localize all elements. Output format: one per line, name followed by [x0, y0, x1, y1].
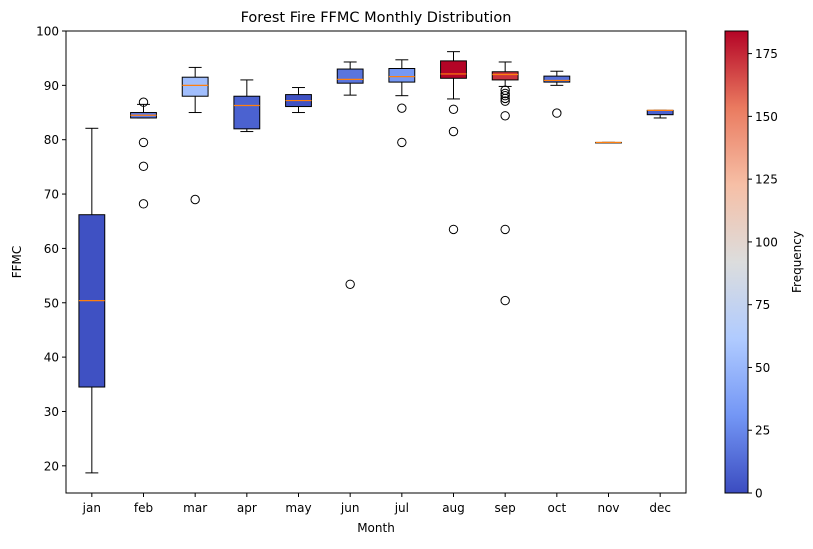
x-tick-label: mar: [183, 501, 207, 515]
y-tick-label: 70: [44, 188, 59, 202]
y-tick-label: 20: [44, 459, 59, 473]
box-jul: [388, 68, 416, 83]
x-tick-label: dec: [649, 501, 671, 515]
x-tick-label: apr: [237, 501, 257, 515]
x-tick-label: aug: [442, 501, 465, 515]
outlier-point: [397, 137, 407, 148]
colorbar-tick-label: 150: [755, 110, 778, 124]
plot-area: 20 30 40 50 60 70 80 90 100 jan feb mar apr may jun jul…: [36, 25, 674, 515]
chart-title: Forest Fire FFMC Monthly Distribution: [241, 10, 512, 26]
box-sep: [491, 71, 519, 81]
colorbar-gradient: [724, 30, 749, 494]
y-tick-label: 60: [44, 242, 59, 256]
outlier-point: [500, 85, 510, 95]
colorbar-tick-label: 75: [755, 298, 770, 312]
colorbar-label: Frequency: [790, 231, 804, 293]
box-mar: [181, 76, 209, 97]
colorbar-tick-label: 100: [755, 235, 778, 249]
box-apr: [233, 95, 261, 130]
y-tick-label: 30: [44, 405, 59, 419]
x-tick-label: jul: [394, 501, 409, 515]
x-axis-label: Month: [357, 521, 395, 535]
outlier-point: [448, 104, 459, 114]
x-tick-label: oct: [548, 501, 567, 515]
x-tick-label: sep: [495, 501, 516, 515]
outlier-point: [500, 224, 510, 235]
colorbar-tick-label: 50: [755, 361, 770, 375]
x-tick-label: jan: [82, 501, 101, 515]
box-dec: [646, 109, 674, 116]
outlier-point: [138, 161, 149, 172]
box-oct: [543, 75, 571, 83]
x-tick-label: jun: [340, 501, 360, 515]
outlier-point: [448, 224, 459, 235]
box-jun: [336, 68, 364, 84]
outlier-point: [448, 126, 459, 137]
colorbar-tick-label: 25: [755, 424, 770, 438]
y-axis-label: FFMC: [10, 246, 24, 279]
outlier-point: [500, 90, 510, 101]
colorbar-tick-label: 0: [755, 487, 763, 501]
outlier-point: [500, 88, 510, 99]
outlier-point: [138, 137, 149, 148]
outlier-point: [500, 96, 510, 106]
y-tick-label: 80: [44, 133, 59, 147]
box-aug: [440, 60, 467, 79]
y-tick-label: 40: [44, 351, 59, 365]
plot-frame: [65, 30, 687, 494]
outlier-point: [138, 97, 149, 107]
outlier-point: [500, 295, 510, 306]
y-tick-label: 90: [44, 79, 59, 93]
colorbar: 0 25 50 75 100 125 150 175: [724, 30, 778, 501]
x-tick-label: feb: [134, 501, 153, 515]
colorbar-tick-label: 175: [755, 47, 778, 61]
colorbar-tick-label: 125: [755, 173, 778, 187]
outlier-point: [500, 111, 510, 121]
y-tick-label: 100: [36, 25, 59, 39]
outlier-point: [552, 108, 562, 118]
outlier-point: [138, 199, 149, 209]
outlier-point: [345, 279, 355, 289]
x-tick-label: may: [285, 501, 311, 515]
outlier-point: [397, 103, 407, 113]
y-tick-label: 50: [44, 296, 59, 310]
x-tick-label: nov: [597, 501, 619, 515]
outlier-point: [190, 194, 200, 205]
